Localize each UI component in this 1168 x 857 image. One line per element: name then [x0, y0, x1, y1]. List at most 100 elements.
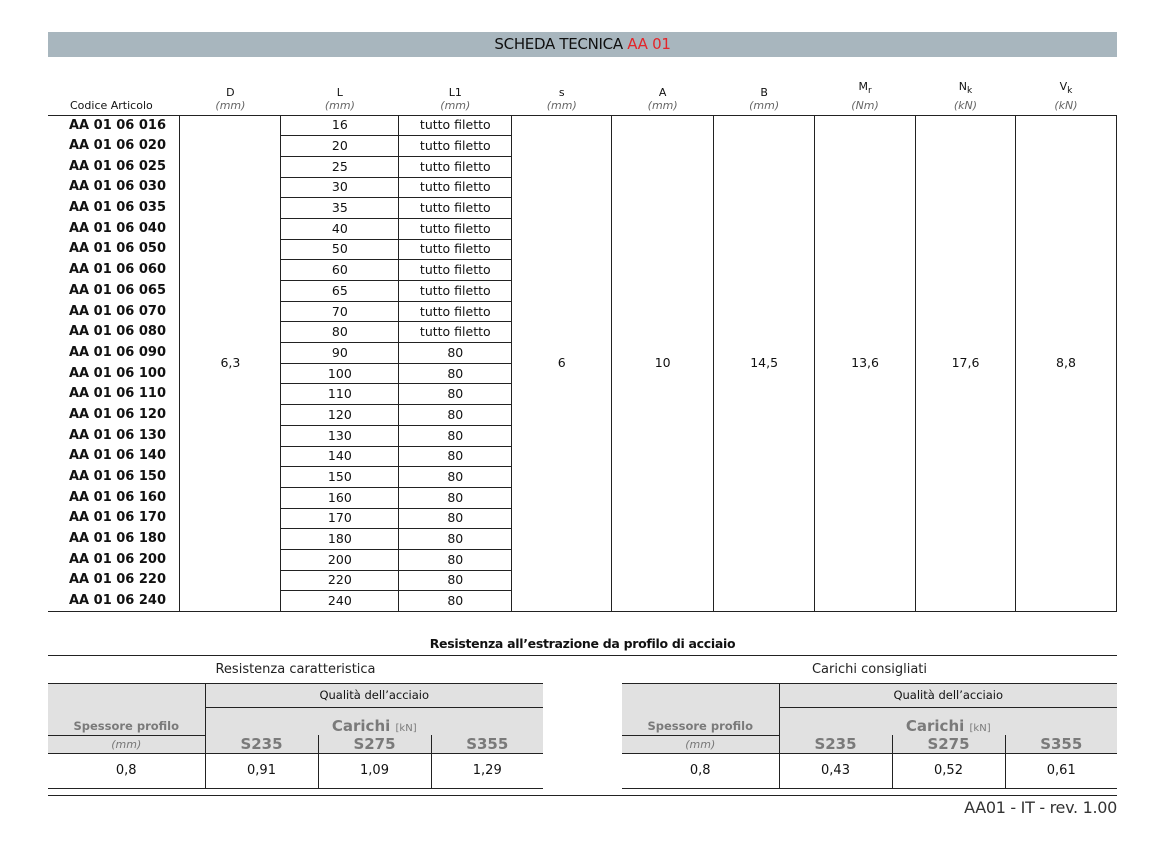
characteristic-resistance-table: Resistenza caratteristica Spessore profi…	[48, 656, 543, 789]
title-code: AA 01	[627, 35, 671, 53]
thickness-label: Spessore profilo	[48, 683, 206, 736]
length-l1: tutto filetto	[398, 135, 513, 157]
value-s: 6	[511, 115, 613, 612]
column-header: Nk (kN)	[915, 78, 1016, 116]
column-header: Mr (Nm)	[814, 78, 916, 116]
length-l1: 80	[398, 383, 513, 406]
revision-footer: AA01 - IT - rev. 1.00	[964, 798, 1117, 817]
article-code: AA 01 06 120	[69, 406, 167, 422]
column-label: Vk	[1059, 80, 1073, 97]
length-l: 25	[280, 155, 400, 178]
table-row: AA 01 06 150 150 80	[48, 466, 1117, 488]
length-l1: tutto filetto	[398, 280, 513, 302]
column-label: L1	[448, 85, 462, 99]
steel-grade: S355	[430, 735, 543, 754]
length-l1: 80	[398, 466, 513, 488]
length-l: 220	[280, 569, 400, 592]
article-code: AA 01 06 150	[69, 469, 167, 485]
loads-label: Carichi [kN]	[779, 707, 1117, 735]
steel-grade: S235	[779, 735, 892, 754]
length-l: 170	[280, 507, 400, 530]
recommended-loads-table: Carichi consigliati Spessore profilo Qual…	[622, 656, 1117, 789]
thickness-unit: (mm)	[622, 735, 780, 754]
load-value: 1,29	[430, 753, 543, 789]
article-code: AA 01 06 020	[69, 138, 167, 154]
steel-grade: S275	[891, 735, 1005, 754]
value-b: 14,5	[713, 115, 816, 612]
table-caption: Resistenza caratteristica	[48, 656, 543, 684]
column-unit: (kN)	[953, 98, 978, 112]
article-code: AA 01 06 050	[69, 241, 167, 257]
length-l1: tutto filetto	[398, 217, 513, 240]
length-l1: 80	[398, 342, 513, 364]
length-l1: tutto filetto	[398, 238, 513, 261]
steel-quality-label: Qualità dell’acciaio	[778, 683, 1117, 708]
length-l: 50	[280, 238, 400, 261]
column-header: Codice Articolo	[48, 78, 180, 116]
length-l: 35	[280, 197, 400, 219]
column-header: D (mm)	[179, 78, 281, 116]
load-value: 0,61	[1004, 753, 1117, 789]
length-l1: 80	[398, 404, 513, 426]
technical-table: Codice Articolo D (mm) L (mm) L1 (mm) s (mm) A (mm…	[48, 78, 1118, 612]
loads-label: Carichi [kN]	[205, 707, 543, 735]
load-value: 1,09	[317, 753, 431, 789]
length-l1: tutto filetto	[398, 155, 513, 178]
article-code: AA 01 06 100	[69, 365, 167, 381]
load-value: 0,43	[778, 753, 892, 789]
table-row: 0,8 0,91 1,09 1,29	[48, 753, 543, 789]
column-header: L1 (mm)	[398, 78, 512, 116]
table-row: AA 01 06 240 240 80	[48, 590, 1117, 612]
column-label: s	[558, 85, 565, 99]
length-l1: tutto filetto	[398, 321, 513, 344]
length-l1: tutto filetto	[398, 300, 513, 323]
thickness-label: Spessore profilo	[622, 683, 780, 736]
extraction-title: Resistenza all’estrazione da profilo di …	[429, 636, 736, 651]
length-l: 160	[280, 486, 400, 509]
article-code: AA 01 06 090	[69, 344, 167, 360]
article-code: AA 01 06 170	[69, 510, 167, 526]
column-header: s (mm)	[511, 78, 612, 116]
table-row: AA 01 06 040 40 tutto filetto	[48, 217, 1117, 240]
table-row: AA 01 06 060 60 tutto filetto	[48, 259, 1117, 281]
table-row: AA 01 06 110 110 80	[48, 383, 1117, 406]
length-l: 65	[280, 280, 400, 302]
thickness-value: 0,8	[622, 753, 779, 789]
length-l1: tutto filetto	[398, 114, 513, 137]
column-label: D	[226, 85, 235, 99]
article-code: AA 01 06 065	[69, 282, 167, 298]
length-l: 140	[280, 445, 400, 468]
length-l: 90	[280, 342, 400, 364]
article-code: AA 01 06 140	[69, 448, 167, 464]
length-l1: tutto filetto	[398, 259, 513, 281]
length-l1: 80	[398, 528, 513, 550]
article-code: AA 01 06 025	[69, 158, 167, 174]
length-l: 70	[280, 300, 400, 323]
column-unit: (mm)	[324, 98, 355, 112]
article-code: AA 01 06 080	[69, 324, 167, 340]
table-row: AA 01 06 050 50 tutto filetto	[48, 238, 1117, 261]
steel-grade: S235	[205, 735, 318, 754]
length-l1: 80	[398, 445, 513, 468]
steel-grade: S275	[317, 735, 431, 754]
column-header: A (mm)	[611, 78, 714, 116]
length-l: 120	[280, 404, 400, 426]
length-l1: 80	[398, 486, 513, 509]
article-code: AA 01 06 220	[69, 572, 167, 588]
length-l: 20	[280, 135, 400, 157]
length-l: 16	[280, 114, 400, 137]
column-header: Vk (kN)	[1015, 78, 1117, 116]
column-label: Mr	[858, 80, 872, 97]
article-code: AA 01 06 160	[69, 489, 167, 505]
table-row: AA 01 06 020 20 tutto filetto	[48, 135, 1117, 157]
column-header: L (mm)	[280, 78, 399, 116]
length-l: 150	[280, 466, 400, 488]
column-unit: (kN)	[1054, 98, 1078, 112]
article-code: AA 01 06 016	[69, 117, 167, 133]
value-mr: 13,6	[814, 115, 917, 612]
column-unit: (mm)	[440, 98, 471, 112]
article-code: AA 01 06 040	[69, 220, 167, 236]
steel-quality-label: Qualità dell’acciaio	[204, 683, 543, 708]
thickness-value: 0,8	[48, 753, 205, 789]
length-l1: 80	[398, 548, 513, 571]
